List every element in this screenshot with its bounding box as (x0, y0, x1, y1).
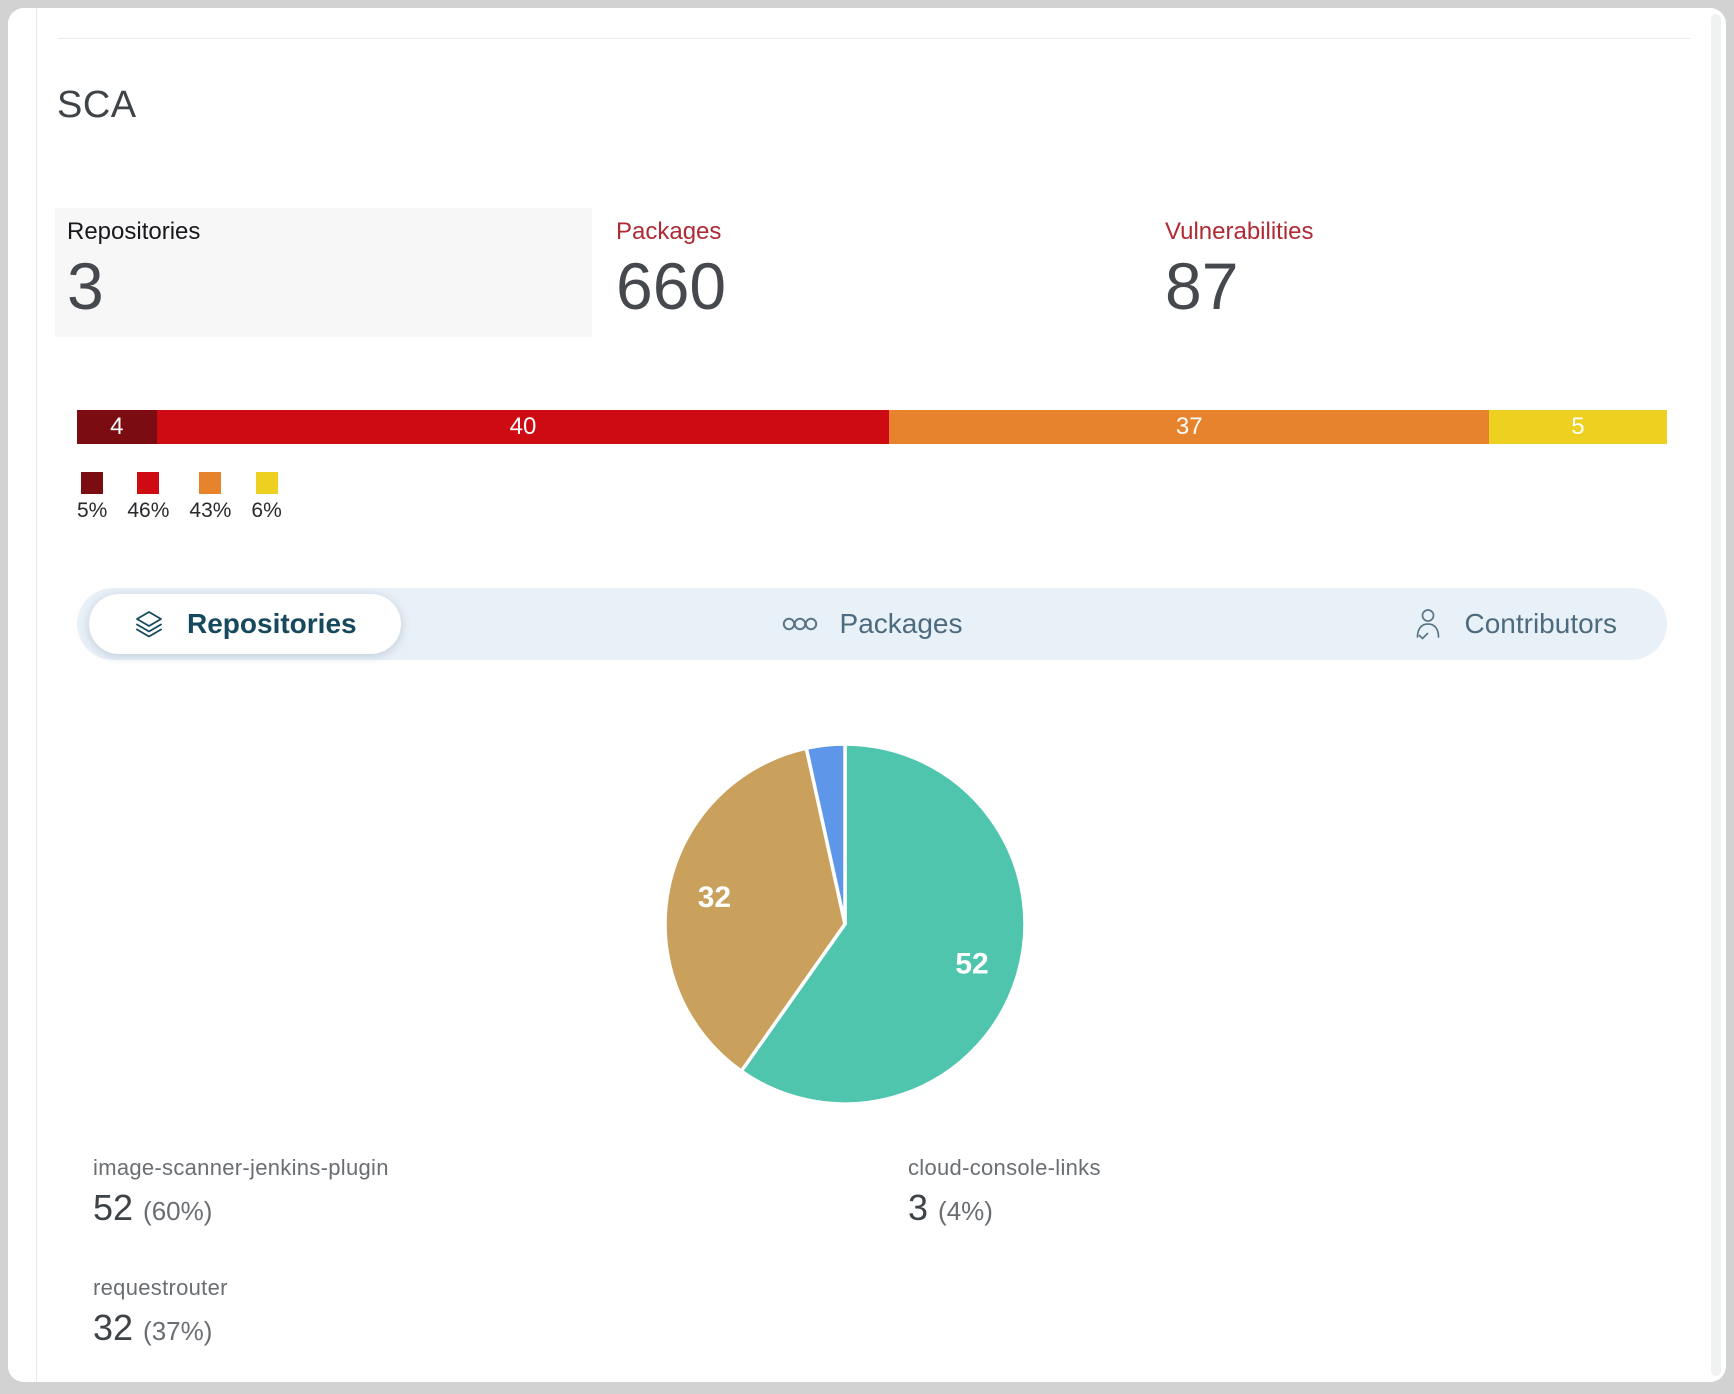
sca-dashboard-panel: SCA Repositories 3 Packages 660 Vulnerab… (8, 8, 1726, 1382)
repo-pct: (4%) (938, 1196, 993, 1226)
repo-stat-item: cloud-console-links 3 (4%) (908, 1155, 1653, 1229)
stat-label: Packages (616, 218, 722, 245)
stat-label: Repositories (67, 218, 201, 245)
legend-pct-label: 46% (127, 499, 170, 522)
stat-value: 3 (67, 249, 104, 323)
repositories-pie-chart: 52 32 (663, 742, 1027, 1106)
repo-name: image-scanner-jenkins-plugin (93, 1155, 389, 1180)
tab-label: Contributors (1464, 608, 1617, 639)
severity-bar-segment[interactable]: 5 (1488, 410, 1667, 444)
legend-swatch (255, 472, 278, 494)
tab-label: Packages (839, 608, 963, 639)
legend-item: 43% (189, 472, 231, 523)
person-check-icon (1417, 609, 1440, 640)
stat-value: 660 (616, 249, 727, 323)
severity-bar-segment[interactable]: 37 (889, 410, 1489, 444)
pie-slice-cloud-console-links[interactable] (804, 742, 847, 926)
severity-segment-value: 37 (1175, 413, 1203, 440)
legend-item: 5% (77, 472, 107, 523)
repo-stat-item: requestrouter 32 (37%) (93, 1275, 908, 1349)
repo-value-line: 32 (37%) (93, 1307, 908, 1349)
legend-pct-label: 43% (189, 499, 232, 522)
legend-pct-label: 5% (77, 499, 108, 522)
repo-value: 3 (908, 1187, 929, 1228)
pie-slice-image-scanner-jenkins-plugin[interactable] (739, 742, 1027, 1106)
left-rail (8, 8, 37, 1382)
repo-value: 52 (93, 1187, 134, 1228)
repo-value-line: 52 (60%) (93, 1187, 908, 1229)
stats-row: Repositories 3 Packages 660 Vulnerabilit… (55, 208, 1690, 338)
severity-bar-segment[interactable]: 40 (156, 410, 890, 444)
stat-label: Vulnerabilities (1165, 218, 1314, 245)
page-title: SCA (57, 84, 137, 126)
pie-value-label: 52 (955, 948, 988, 981)
repo-pct: (60%) (143, 1196, 213, 1226)
repo-stat-item: image-scanner-jenkins-plugin 52 (60%) (93, 1155, 908, 1229)
stat-card-repositories[interactable]: Repositories 3 (55, 208, 592, 338)
tab-packages[interactable]: Packages (782, 608, 963, 640)
severity-bar-segment[interactable]: 4 (77, 410, 157, 444)
repo-name: cloud-console-links (908, 1155, 1101, 1180)
pie-value-label: 32 (698, 881, 731, 914)
severity-segment-value: 40 (509, 413, 537, 440)
stat-card-vulnerabilities[interactable]: Vulnerabilities 87 (1153, 208, 1690, 337)
stat-card-packages[interactable]: Packages 660 (604, 208, 1141, 337)
severity-stacked-bar: 4 40 37 5 (77, 410, 1667, 444)
severity-segment-value: 5 (1571, 413, 1585, 440)
stat-value: 87 (1165, 249, 1239, 323)
repo-stats-list: image-scanner-jenkins-plugin 52 (60%) cl… (93, 1155, 1653, 1349)
legend-item: 46% (127, 472, 169, 523)
legend-swatch (81, 472, 104, 494)
repo-value-line: 3 (4%) (908, 1187, 1653, 1229)
tab-contributors[interactable]: Contributors (1412, 607, 1617, 641)
legend-swatch (199, 472, 222, 494)
layers-icon (136, 611, 162, 638)
repo-name: requestrouter (93, 1275, 228, 1300)
three-circles-icon (782, 617, 817, 631)
pie-slice-requestrouter[interactable] (663, 746, 847, 1073)
tab-bar: Repositories Packages Contributors (77, 588, 1667, 660)
repo-value: 32 (93, 1307, 134, 1348)
legend-pct-label: 6% (251, 499, 282, 522)
legend-swatch (137, 472, 160, 494)
severity-legend: 5% 46% 43% 6% (77, 472, 282, 523)
tab-repositories[interactable]: Repositories (89, 594, 401, 654)
repo-pct: (37%) (143, 1316, 213, 1346)
vertical-scrollbar[interactable] (1711, 14, 1721, 1376)
tab-label: Repositories (187, 608, 357, 639)
legend-item: 6% (251, 472, 282, 523)
top-divider (58, 38, 1690, 39)
severity-segment-value: 4 (110, 413, 124, 440)
